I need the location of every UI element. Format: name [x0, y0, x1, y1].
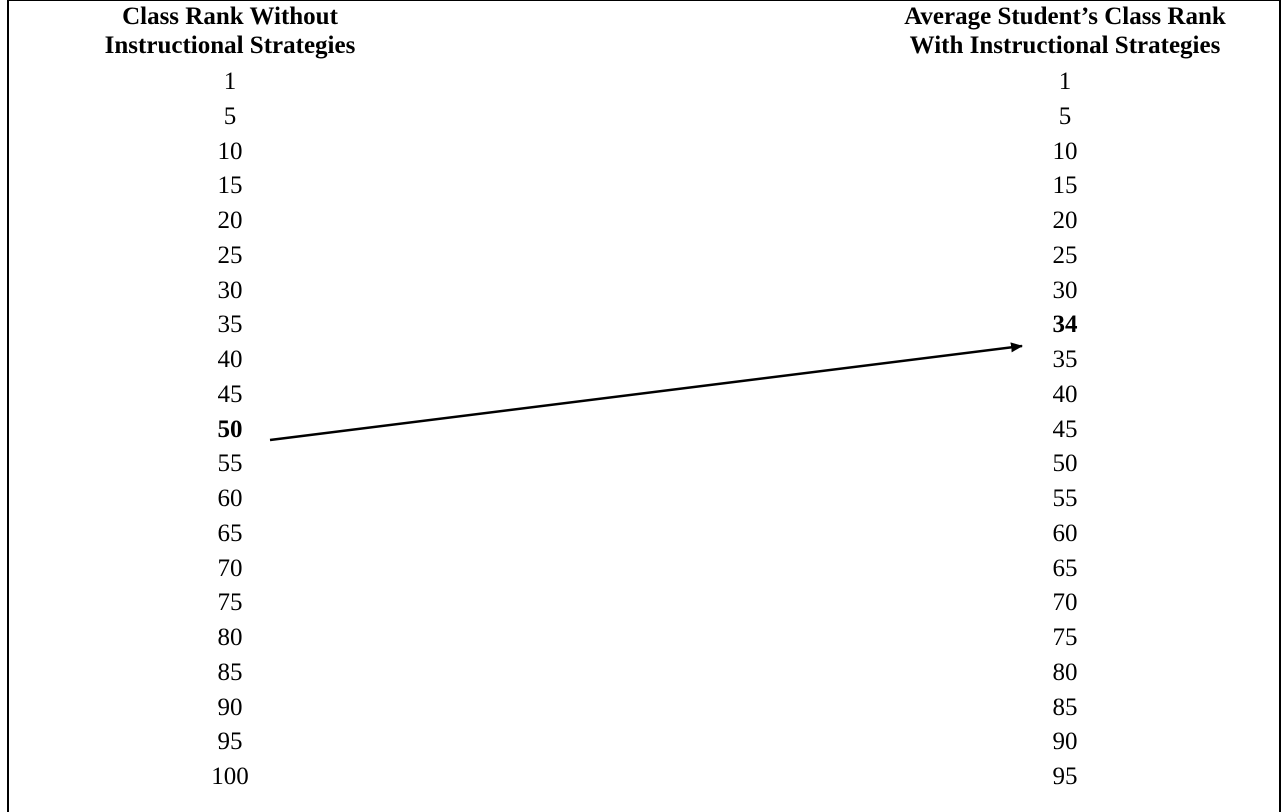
right-rank-item: 25 — [1052, 241, 1078, 269]
right-rank-item: 5 — [1058, 102, 1072, 130]
right-rank-item: 85 — [1052, 693, 1078, 721]
right-rank-item: 35 — [1052, 346, 1078, 373]
left-rank-item: 1 — [223, 68, 237, 95]
right-rank-item: 90 — [1052, 728, 1078, 756]
right-rank-item: 50 — [1052, 450, 1078, 478]
right-rank-item: 70 — [1052, 589, 1078, 617]
left-rank-item: 5 — [223, 102, 237, 130]
left-rank-list: 1 5 10 15 20 25 30 35 40 45 50 55 60 65 70 75 80 85 90 95 10… — [180, 65, 280, 795]
left-rank-item: 90 — [217, 693, 243, 721]
left-rank-item: 40 — [217, 346, 243, 373]
left-rank-item: 45 — [217, 380, 243, 408]
right-header-line2: With Instructional Strategies — [909, 32, 1221, 59]
right-rank-list: 1 5 10 15 20 25 30 34 35 40 45 50 55 60 65 70 75 80 85 90 95 — [1015, 65, 1115, 795]
left-column-header: Class Rank Without Instructional Strateg… — [80, 2, 380, 60]
right-rank-item: 80 — [1052, 658, 1078, 686]
left-header-line1: Class Rank Without — [122, 3, 338, 30]
right-rank-item: 40 — [1052, 380, 1078, 408]
left-rank-item: 100 — [211, 763, 249, 790]
left-header-line2: Instructional Strategies — [104, 32, 356, 59]
left-rank-item: 80 — [217, 624, 243, 651]
left-rank-item: 15 — [217, 172, 243, 200]
right-rank-item: 65 — [1052, 554, 1078, 582]
left-rank-item: 25 — [217, 241, 243, 269]
right-rank-item: 45 — [1052, 415, 1078, 443]
left-rank-item: 60 — [217, 485, 243, 512]
left-rank-item: 10 — [217, 137, 243, 165]
left-rank-item: 85 — [217, 658, 243, 686]
left-rank-item: 30 — [217, 276, 243, 304]
left-rank-item-highlighted: 50 — [217, 415, 243, 443]
right-rank-item-highlighted: 34 — [1052, 311, 1078, 339]
right-rank-item: 95 — [1052, 763, 1078, 790]
right-rank-item: 60 — [1052, 519, 1078, 547]
left-rank-item: 55 — [217, 450, 243, 478]
left-rank-item: 65 — [217, 519, 243, 547]
left-rank-item: 95 — [217, 728, 243, 756]
left-rank-item: 70 — [217, 554, 243, 582]
right-column-header: Average Student’s Class Rank With Instru… — [870, 2, 1260, 60]
left-rank-item: 20 — [217, 207, 243, 234]
right-rank-item: 75 — [1052, 624, 1078, 651]
right-rank-item: 1 — [1058, 68, 1072, 95]
right-rank-item: 55 — [1052, 485, 1078, 512]
right-rank-item: 30 — [1052, 276, 1078, 304]
arrow-line — [269, 342, 1023, 442]
right-rank-item: 15 — [1052, 172, 1078, 200]
right-rank-item: 10 — [1052, 137, 1078, 165]
left-rank-item: 35 — [217, 311, 243, 339]
right-header-line1: Average Student’s Class Rank — [904, 3, 1226, 30]
right-rank-item: 20 — [1052, 207, 1078, 234]
left-rank-item: 75 — [217, 589, 243, 617]
document-frame — [7, 0, 1281, 812]
